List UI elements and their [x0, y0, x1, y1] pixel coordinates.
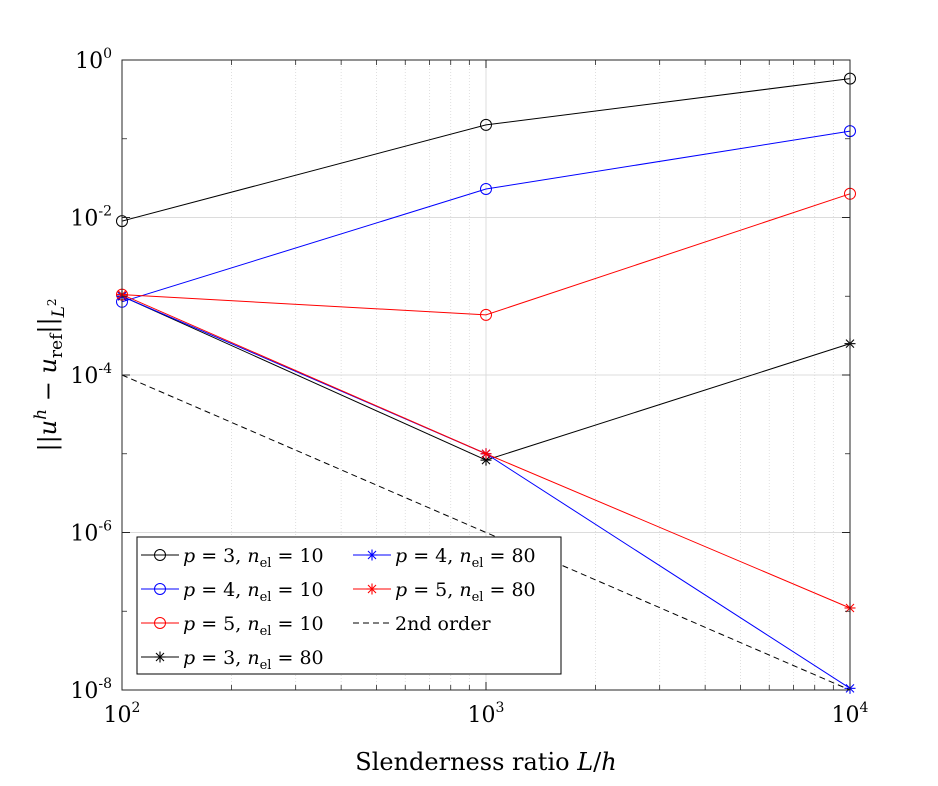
legend-entry-4: p = 3, nel = 80	[141, 647, 324, 673]
legend-entry-6: p = 5, nel = 80	[353, 579, 536, 605]
data-point-circle	[480, 183, 492, 196]
data-point-star	[480, 448, 492, 460]
legend-entry-7: 2nd order	[353, 613, 491, 635]
legend-entry-1: p = 3, nel = 10	[141, 545, 324, 571]
legend-box	[136, 536, 562, 675]
data-point-star	[366, 583, 378, 595]
star-stroke	[155, 652, 165, 662]
y-tick-label: 10-2	[70, 204, 112, 232]
y-tick-label: 10-6	[70, 519, 112, 547]
legend-entry-2: p = 4, nel = 10	[141, 579, 324, 605]
legend-label: p = 5, nel = 10	[183, 613, 324, 639]
data-point-circle	[480, 308, 492, 321]
y-tick-label: 100	[75, 46, 112, 74]
legend-label: p = 4, nel = 10	[183, 579, 324, 605]
y-tick-label: 10-8	[70, 676, 112, 704]
legend-label: p = 3, nel = 10	[183, 545, 324, 571]
data-point-circle	[480, 118, 492, 131]
data-point-star	[366, 549, 378, 561]
legend-label: 2nd order	[395, 613, 491, 635]
legend-label: p = 3, nel = 80	[183, 647, 324, 673]
x-axis-label: Slenderness ratio L/h	[355, 748, 616, 776]
legend: p = 3, nel = 10 p = 4, nel = 10 p = 5, nel…	[136, 536, 562, 675]
star-stroke	[367, 584, 377, 594]
series-line	[121, 374, 851, 691]
star-stroke	[367, 550, 377, 560]
data-point-star	[154, 651, 166, 663]
x-tick-label: 102	[104, 700, 141, 728]
y-tick-label: 10-4	[70, 361, 112, 389]
series-line	[121, 78, 851, 222]
series-line	[121, 130, 851, 303]
x-tick-label: 104	[832, 700, 869, 728]
series-line	[121, 193, 851, 316]
star-stroke	[481, 449, 491, 459]
legend-entry-3: p = 5, nel = 10	[141, 613, 324, 639]
data-point-circle	[154, 617, 166, 629]
legend-entry-5: p = 4, nel = 80	[353, 545, 536, 571]
data-point-circle	[154, 549, 166, 561]
legend-label: p = 4, nel = 80	[395, 545, 536, 571]
legend-label: p = 5, nel = 80	[395, 579, 536, 605]
data-point-circle	[154, 583, 166, 595]
star-stroke	[481, 455, 491, 465]
ticks: 102 103 104 100 10-2 10-4 10-6 10-8	[70, 46, 868, 728]
x-tick-label: 103	[468, 700, 505, 728]
series-7	[121, 374, 851, 691]
